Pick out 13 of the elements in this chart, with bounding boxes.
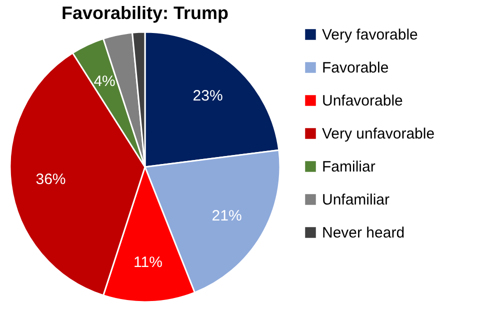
legend-label: Familiar [322, 158, 376, 176]
legend-label: Never heard [322, 224, 405, 242]
legend-label: Favorable [322, 60, 389, 76]
data-label: 36% [36, 170, 66, 188]
data-label: 4% [94, 73, 116, 90]
legend-label: Very favorable [322, 26, 418, 44]
data-label: 11% [134, 254, 162, 271]
data-label: 23% [192, 88, 223, 105]
data-label: 21% [212, 207, 242, 224]
legend-label: Very unfavorable [322, 126, 435, 142]
legend-label: Unfavorable [322, 92, 403, 110]
legend-label: Unfamiliar [322, 192, 390, 208]
chart-title: Favorability: Trump [61, 3, 229, 23]
